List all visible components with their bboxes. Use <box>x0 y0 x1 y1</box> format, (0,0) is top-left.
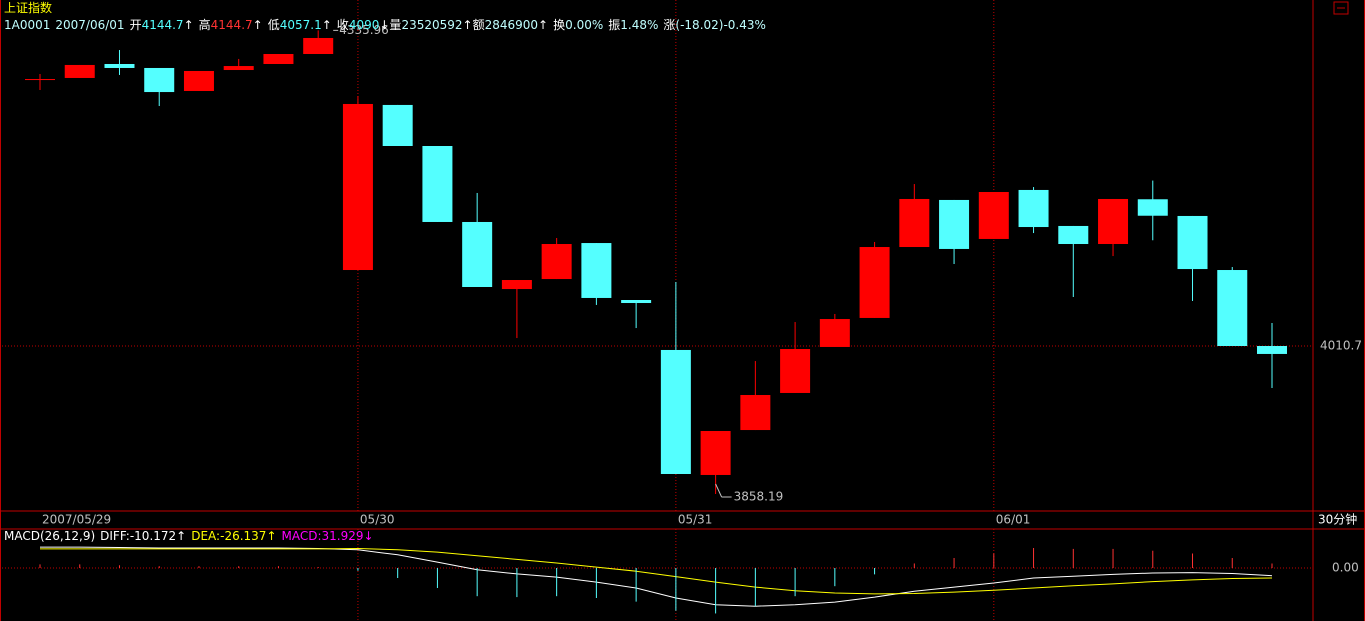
candle-body <box>859 247 890 318</box>
candle-body <box>342 103 373 271</box>
code: 1A0001 <box>4 18 51 32</box>
field-value: 0.00% <box>565 18 604 32</box>
candle-body <box>740 395 771 431</box>
field-arrow: ↑ <box>183 18 194 32</box>
x-tick-label: 06/01 <box>996 513 1031 527</box>
field-label: 量 <box>389 18 402 32</box>
macd-legend: MACD(26,12,9) DIFF: -10.172 ↑ DEA: -26.137 ↑ M… <box>4 529 374 543</box>
candle-body <box>621 300 652 304</box>
field-label: 开 <box>129 18 142 32</box>
candle-body <box>1058 225 1089 245</box>
legend-arrow: ↓ <box>363 529 374 543</box>
candle-body <box>1098 198 1129 245</box>
field-arrow: ↑ <box>538 18 549 32</box>
field-label: 振 <box>608 18 621 32</box>
candle-body <box>422 145 453 222</box>
macd-line <box>40 547 1273 595</box>
candle-body <box>263 54 294 64</box>
legend-arrow: ↑ <box>266 529 277 543</box>
candle-body <box>1257 346 1287 354</box>
field-value: 4057.1 <box>279 18 322 32</box>
title-row: 上证指数 <box>4 1 52 15</box>
candle-body <box>819 319 850 347</box>
field-arrow: ↑ <box>252 18 263 32</box>
candle-body <box>978 191 1009 239</box>
candle-body <box>64 64 95 78</box>
candle-body <box>939 199 970 249</box>
y-tick-label: 0.00 <box>1332 561 1359 575</box>
x-tick-label: 05/30 <box>360 513 395 527</box>
candle-body <box>303 37 334 55</box>
index-title: 上证指数 <box>4 1 53 15</box>
candle-body <box>183 70 214 91</box>
candle-body <box>104 63 135 68</box>
field-value: (-18.02)-0.43% <box>675 18 766 32</box>
field-label: 涨 <box>663 18 676 32</box>
field-arrow: ↑ <box>462 18 473 32</box>
macd-line <box>40 546 1273 607</box>
legend-value: -26.137 <box>220 529 267 543</box>
candle-body <box>462 221 493 287</box>
y-tick-label: 4010.7 <box>1320 339 1362 353</box>
candle-body <box>223 66 254 71</box>
legend-label: MACD: <box>281 529 322 543</box>
legend-value: -10.172 <box>129 529 177 543</box>
candle-body <box>541 244 572 280</box>
field-value: 4144.7 <box>210 18 253 32</box>
x-tick-label: 05/31 <box>678 513 713 527</box>
candle-body <box>1018 189 1049 228</box>
candle-body <box>780 349 811 393</box>
legend-label: DEA: <box>191 529 221 543</box>
field-value: 1.48% <box>620 18 659 32</box>
period-label: 30分钟 <box>1318 512 1357 527</box>
quote-bar: 1A0001 2007/06/01 开 4144.7 ↑ 高 4144.7 ↑ 低 4057.… <box>4 18 766 32</box>
candle-body <box>382 104 413 146</box>
candle-body <box>1137 199 1168 216</box>
field-arrow: ↑ <box>321 18 332 32</box>
legend-arrow: ↑ <box>176 529 187 543</box>
legend-label: DIFF: <box>100 529 130 543</box>
candle-body <box>899 198 930 248</box>
field-value: 23520592 <box>401 18 463 32</box>
candle-body <box>25 79 55 81</box>
candle-body <box>501 280 532 290</box>
candle-body <box>660 349 691 474</box>
field-value: 4144.7 <box>141 18 184 32</box>
low-label: 3858.19 <box>734 489 784 503</box>
candle-body <box>700 431 731 475</box>
legend-value: 31.929 <box>321 529 364 543</box>
candle-body <box>1217 270 1248 347</box>
date: 2007/06/01 <box>55 18 125 32</box>
macd-title: MACD(26,12,9) <box>4 529 96 543</box>
window-button[interactable] <box>1333 1 1349 15</box>
candle-body <box>581 243 612 298</box>
field-arrow: ↓ <box>379 18 390 32</box>
field-value: 2846900 <box>484 18 539 32</box>
field-label: 收 <box>336 18 349 32</box>
x-tick-label: 2007/05/29 <box>42 513 111 527</box>
annotation-leader <box>715 483 723 498</box>
high-label: 4335.96 <box>339 23 389 37</box>
candle-body <box>144 67 175 93</box>
field-label: 换 <box>553 18 566 32</box>
candle-body <box>1177 215 1208 270</box>
field-label: 低 <box>267 18 280 32</box>
field-label: 额 <box>472 18 485 32</box>
field-label: 高 <box>198 18 211 32</box>
field-value: 4090 <box>348 18 380 32</box>
